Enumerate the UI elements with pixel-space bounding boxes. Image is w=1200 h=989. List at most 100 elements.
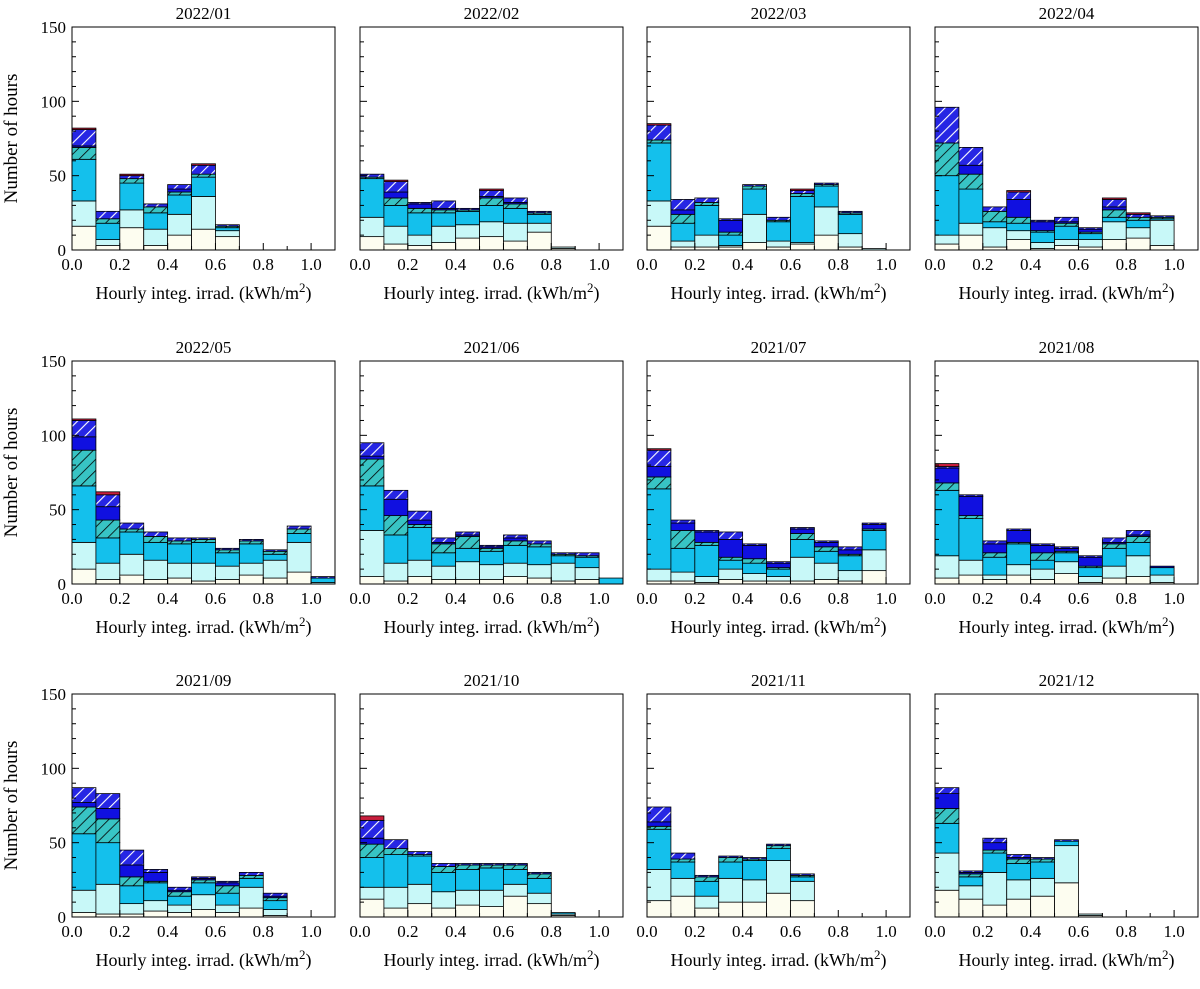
x-axis-label-close: ) bbox=[593, 950, 599, 971]
x-axis-label: Hourly integ. irrad. (kWh/m2) bbox=[384, 614, 600, 638]
x-tick-label: 0.4 bbox=[445, 255, 467, 274]
bar-segment bbox=[359, 458, 385, 487]
bar-segment bbox=[71, 436, 97, 451]
x-tick-label: 1.0 bbox=[875, 589, 896, 608]
x-tick-label: 0.4 bbox=[157, 589, 179, 608]
x-tick-label: 0.0 bbox=[636, 589, 657, 608]
bar-segment bbox=[1054, 546, 1079, 549]
bar-segment bbox=[790, 880, 815, 902]
bar-segment bbox=[790, 527, 815, 530]
x-tick-label: 0.8 bbox=[828, 922, 849, 941]
bar-segment bbox=[1078, 555, 1103, 558]
bar-segment bbox=[383, 886, 409, 909]
bar-segment bbox=[813, 550, 839, 564]
x-tick-label: 0.6 bbox=[1068, 255, 1089, 274]
bar-segment bbox=[766, 848, 791, 861]
bar-segment bbox=[407, 207, 433, 214]
bar-segment bbox=[191, 176, 216, 197]
y-tick-label: 50 bbox=[49, 834, 66, 853]
bar-segment bbox=[455, 869, 480, 891]
bar-segment bbox=[1054, 225, 1079, 240]
y-tick-label: 50 bbox=[49, 501, 66, 520]
bar-segment bbox=[119, 864, 145, 878]
bar-segment bbox=[479, 188, 504, 191]
x-axis-label-sup: 2 bbox=[587, 614, 594, 629]
bar-segment bbox=[670, 240, 696, 248]
bar-segment bbox=[215, 892, 240, 906]
bar-segment bbox=[503, 197, 528, 203]
bar-segment bbox=[455, 561, 480, 580]
bar-segment bbox=[742, 562, 767, 574]
bar-segment bbox=[1006, 190, 1032, 193]
x-tick-label: 0.6 bbox=[493, 922, 514, 941]
bar-segment bbox=[670, 858, 696, 863]
bar-segment bbox=[143, 536, 169, 543]
bar-segment bbox=[479, 867, 504, 891]
bar-segment bbox=[1006, 530, 1032, 543]
bar-segment bbox=[526, 877, 552, 894]
x-axis-label: Hourly integ. irrad. (kWh/m2) bbox=[96, 614, 312, 638]
bar-segment bbox=[503, 562, 528, 577]
bar-segment bbox=[1030, 559, 1055, 570]
bar-segment bbox=[431, 579, 457, 585]
bar-segment bbox=[958, 494, 984, 497]
bar-segment bbox=[574, 556, 600, 569]
x-tick-label: 0.6 bbox=[493, 255, 514, 274]
panel-title: 2021/12 bbox=[1039, 671, 1095, 690]
bar-segment bbox=[455, 224, 480, 239]
bar-segment bbox=[119, 528, 145, 533]
bar-segment bbox=[958, 234, 984, 251]
bar-segment bbox=[1054, 882, 1079, 918]
y-tick-label: 150 bbox=[41, 18, 67, 37]
bar-segment bbox=[95, 818, 121, 844]
x-axis-label-main: Hourly integ. irrad. (kWh/m bbox=[384, 283, 587, 304]
x-tick-label: 0.8 bbox=[253, 589, 274, 608]
bar-segment bbox=[95, 883, 121, 915]
bar-segment bbox=[431, 209, 457, 214]
bar-segment bbox=[694, 531, 720, 543]
bar-segment bbox=[958, 559, 984, 576]
bar-segment bbox=[383, 562, 409, 582]
plot-frame bbox=[71, 360, 336, 585]
bar-segment bbox=[718, 531, 744, 540]
bar-segment bbox=[119, 209, 145, 229]
bar-segment bbox=[407, 212, 433, 236]
x-axis-label-main: Hourly integ. irrad. (kWh/m bbox=[96, 617, 299, 638]
bar-segment bbox=[742, 242, 767, 251]
bar-segment bbox=[191, 539, 216, 543]
bar-segment bbox=[1030, 857, 1055, 860]
bar-segment bbox=[119, 903, 145, 915]
bar-segment bbox=[958, 515, 984, 519]
bar-segment bbox=[766, 843, 791, 847]
bar-segment bbox=[934, 234, 960, 245]
x-axis-label-sup: 2 bbox=[299, 280, 306, 295]
x-tick-label: 0.2 bbox=[397, 589, 418, 608]
bar-segment bbox=[1006, 222, 1032, 232]
bar-segment bbox=[1125, 237, 1151, 251]
bar-segment bbox=[646, 200, 672, 227]
bar-segment bbox=[982, 837, 1008, 844]
bar-segment bbox=[958, 870, 984, 873]
bar-segment bbox=[431, 225, 457, 243]
bar-segment bbox=[958, 873, 984, 878]
x-axis-label: Hourly integ. irrad. (kWh/m2) bbox=[96, 280, 312, 304]
x-tick-label: 0.0 bbox=[349, 255, 370, 274]
bar-segment bbox=[167, 191, 192, 196]
x-axis-label-sup: 2 bbox=[587, 280, 594, 295]
bar-segment bbox=[71, 912, 97, 918]
bar-segment bbox=[191, 894, 216, 910]
panel-1: 2022/01 0.0 0.2 0.4 0.6 0.8 1.0 0 50 100 150 Number… bbox=[1, 4, 336, 304]
x-axis-label-close: ) bbox=[1168, 617, 1174, 638]
bar-segment bbox=[143, 900, 169, 912]
bar-segment bbox=[718, 556, 744, 561]
bar-segment bbox=[1125, 216, 1151, 221]
x-axis-label: Hourly integ. irrad. (kWh/m2) bbox=[959, 947, 1175, 971]
bar-segment bbox=[718, 559, 744, 570]
bar-segment bbox=[119, 574, 145, 585]
bar-segment bbox=[790, 196, 815, 243]
bar-segment bbox=[119, 522, 145, 530]
x-tick-label: 0.0 bbox=[924, 255, 945, 274]
bar-segment bbox=[215, 882, 240, 887]
bar-segment bbox=[958, 222, 984, 236]
